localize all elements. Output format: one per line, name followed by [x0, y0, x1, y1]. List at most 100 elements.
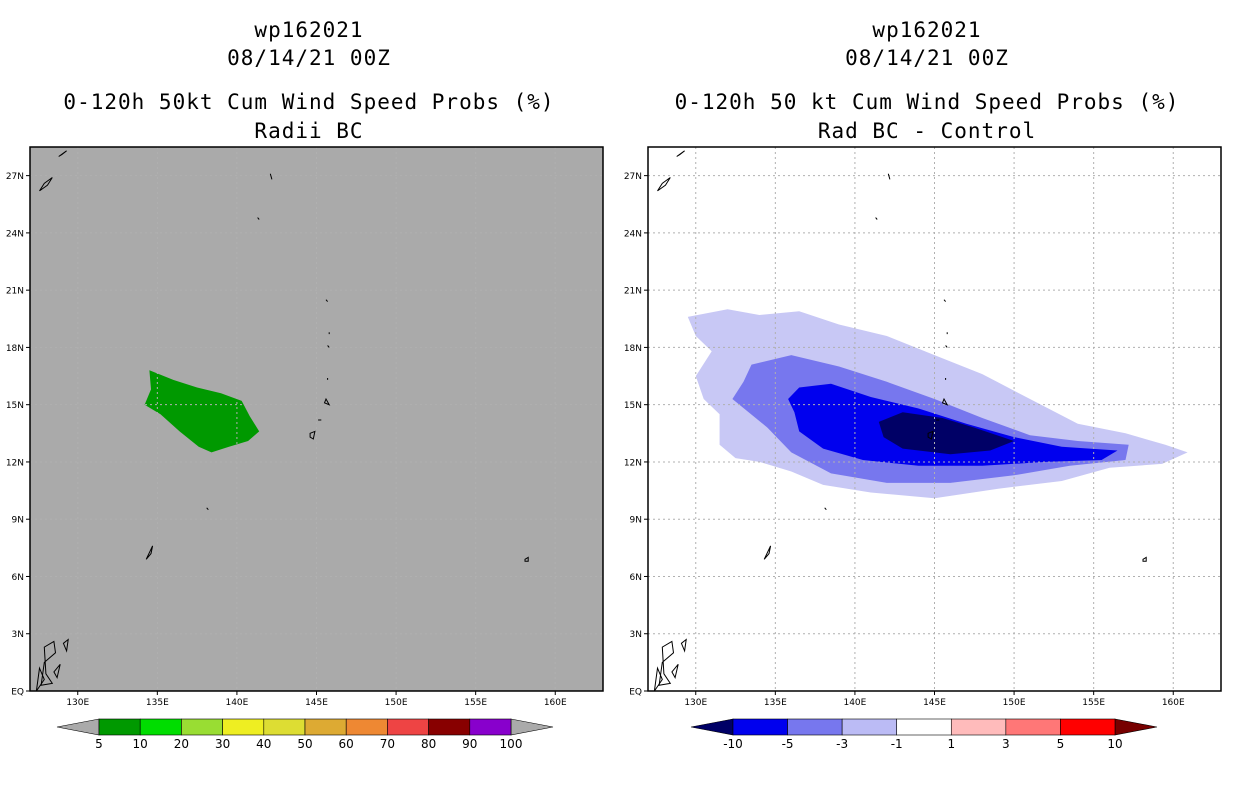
colorbar-label: 30 [215, 737, 230, 751]
island-outline [945, 345, 948, 348]
colorbar-under-triangle [56, 718, 100, 736]
graticule [30, 147, 603, 691]
diff-area-minus-10 [878, 412, 1015, 455]
lon-tick-label: 145E [305, 698, 328, 708]
colorbar-swatch [345, 718, 388, 736]
island-outline [671, 663, 679, 679]
colorbar-swatch [1005, 718, 1061, 736]
lat-tick-label: 3N [12, 630, 24, 640]
island-outline [53, 663, 61, 679]
colorbar-label: 3 [1002, 737, 1010, 751]
colorbar-swatch [139, 718, 182, 736]
left-subtitle: Radii BC [254, 119, 364, 143]
colorbar-label: 10 [133, 737, 148, 751]
colorbar-swatch [469, 718, 512, 736]
right-panel: wp162021 08/14/21 00Z 0-120h 50 kt Cum W… [618, 0, 1236, 800]
lon-tick-label: 155E [464, 698, 487, 708]
island-outline [257, 217, 260, 220]
island-outline [35, 666, 45, 692]
island-outline [524, 556, 529, 562]
lat-tick-label: 18N [624, 344, 642, 354]
colorbar-swatch [263, 718, 306, 736]
lon-tick-label: 160E [1162, 698, 1185, 708]
island-outline [653, 666, 663, 692]
lat-tick-label: 18N [6, 344, 24, 354]
lat-tick-label: 21N [624, 287, 642, 297]
lon-tick-label: 140E [843, 698, 866, 708]
colorbar-label: 1 [947, 737, 955, 751]
island-outline [62, 638, 69, 653]
colorbar-label: 60 [339, 737, 354, 751]
left-storm-id: wp162021 [254, 18, 364, 42]
island-outline [269, 173, 273, 180]
axes: EQ 3N 6N 9N 12N 15N 18N 21N 24N 27N 130E 135E 140E 14… [6, 146, 604, 708]
colorbar-label: 20 [174, 737, 189, 751]
colorbar-under-triangle [690, 718, 734, 736]
colorbar-label: -1 [891, 737, 903, 751]
colorbar-label: -10 [723, 737, 743, 751]
right-colorbar: -10 -5 -3 -1 1 3 5 10 [690, 718, 1158, 751]
right-datetime: 08/14/21 00Z [845, 46, 1009, 70]
lat-tick-label: 12N [6, 458, 24, 468]
island-outline [1142, 556, 1147, 562]
axes: EQ 3N 6N 9N 12N 15N 18N 21N 24N 27N 130E 135E 140E 14… [624, 146, 1222, 708]
right-storm-id: wp162021 [872, 18, 982, 42]
colorbar-label: 40 [256, 737, 271, 751]
colorbar-swatch [98, 718, 141, 736]
island-outline [40, 640, 57, 686]
island-outline [943, 299, 946, 302]
left-datetime: 08/14/21 00Z [227, 46, 391, 70]
lon-tick-label: 155E [1082, 698, 1105, 708]
left-colorbar: 5 10 20 30 40 50 60 70 80 90 100 [56, 718, 554, 751]
colorbar-swatch [787, 718, 843, 736]
island-outline [941, 397, 949, 406]
colorbar-over-triangle [1114, 718, 1158, 736]
island-outline [927, 430, 934, 440]
lon-tick-label: 150E [1003, 698, 1026, 708]
island-outline [327, 345, 330, 348]
colorbar-over-triangle [510, 718, 554, 736]
island-outline [145, 545, 154, 560]
colorbar-label: 80 [421, 737, 436, 751]
probability-area-5-10 [144, 370, 260, 453]
colorbar-label: -3 [836, 737, 848, 751]
island-outline [824, 507, 827, 511]
left-product-title: 0-120h 50kt Cum Wind Speed Probs (%) [63, 90, 555, 114]
graticule [648, 147, 1221, 691]
colorbar-label: 5 [95, 737, 103, 751]
lat-tick-label: EQ [629, 688, 642, 698]
lat-tick-label: 9N [630, 516, 642, 526]
colorbar-swatch [732, 718, 788, 736]
right-product-title: 0-120h 50 kt Cum Wind Speed Probs (%) [674, 90, 1180, 114]
coastlines [653, 150, 1147, 692]
right-map: EQ 3N 6N 9N 12N 15N 18N 21N 24N 27N 130E 135E 140E 14… [624, 146, 1222, 751]
colorbar-swatch [387, 718, 429, 736]
lat-tick-label: 3N [630, 630, 642, 640]
lat-tick-label: 12N [624, 458, 642, 468]
island-outline [58, 150, 67, 157]
lat-tick-label: 24N [624, 229, 642, 239]
lon-tick-label: 140E [225, 698, 248, 708]
colorbar-swatch [222, 718, 265, 736]
lon-tick-label: 135E [764, 698, 787, 708]
lat-tick-label: EQ [11, 688, 24, 698]
lat-tick-label: 6N [12, 573, 24, 583]
colorbar-label: 10 [1107, 737, 1122, 751]
lon-tick-label: 150E [385, 698, 408, 708]
lat-tick-label: 9N [12, 516, 24, 526]
lat-tick-label: 27N [6, 172, 24, 182]
island-outline [658, 640, 675, 686]
colorbar-label: -5 [782, 737, 794, 751]
island-outline [325, 299, 328, 302]
island-outline [206, 507, 209, 511]
island-outline [323, 397, 331, 406]
lat-tick-label: 15N [624, 401, 642, 411]
coastlines [35, 150, 529, 692]
colorbar-swatch [950, 718, 1007, 736]
island-outline [763, 545, 772, 560]
colorbar-label: 5 [1057, 737, 1065, 751]
colorbar-swatch [1060, 718, 1116, 736]
colorbar-swatch [841, 718, 898, 736]
colorbar-label: 50 [297, 737, 312, 751]
island-outline [676, 150, 685, 157]
